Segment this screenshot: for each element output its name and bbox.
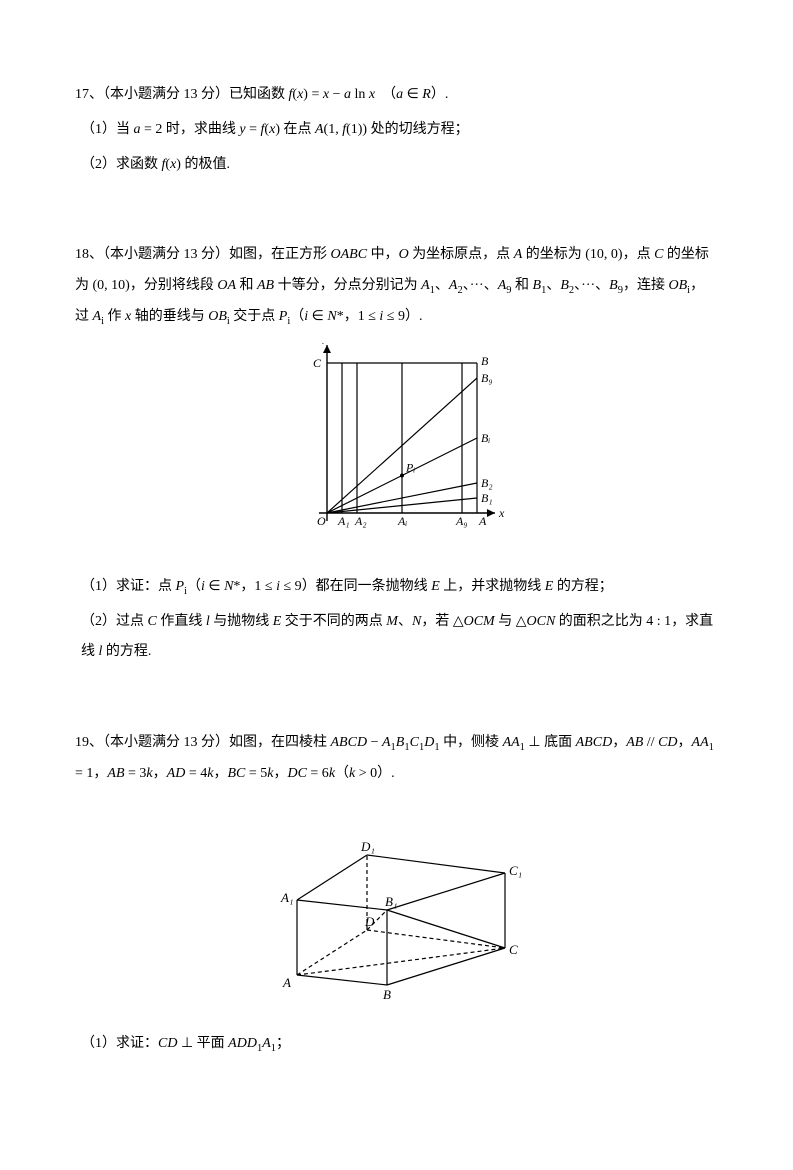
svg-text:A: A (282, 975, 291, 990)
problem-19-head: 19、（本小题满分 13 分）如图，在四棱柱 ABCD − A1B1C1D1 中… (75, 728, 718, 790)
problem-18-head: 18、（本小题满分 13 分）如图，在正方形 OABC 中，O 为坐标原点，点 … (75, 240, 718, 333)
problem-19: 19、（本小题满分 13 分）如图，在四棱柱 ABCD − A1B1C1D1 中… (75, 728, 718, 1059)
svg-text:B: B (481, 354, 489, 368)
p17-num: 17、（本小题满分 13 分） (75, 87, 229, 102)
svg-text:B₉: B₉ (481, 371, 493, 385)
svg-text:y: y (322, 343, 329, 344)
svg-text:A₁: A₁ (280, 890, 293, 905)
p17-sub1: （1）当 a = 2 时，求曲线 y = f(x) 在点 A(1, f(1)) … (81, 115, 718, 146)
problem-17: 17、（本小题满分 13 分）已知函数 f(x) = x − a ln x （a… (75, 80, 718, 180)
svg-text:A₂: A₂ (354, 514, 367, 528)
svg-text:C: C (313, 356, 322, 370)
svg-text:Aᵢ: Aᵢ (397, 514, 407, 528)
p18-sub2: （2）过点 C 作直线 l 与抛物线 E 交于不同的两点 M、N，若 △OCM … (81, 607, 718, 669)
svg-text:B: B (383, 987, 391, 1000)
svg-text:B₂: B₂ (481, 476, 493, 490)
p17-stmt: 已知函数 f(x) = x − a ln x （a ∈ R）. (229, 87, 448, 102)
svg-text:C₁: C₁ (509, 863, 522, 878)
svg-text:O: O (317, 514, 326, 528)
p19-sub1: （1）求证：CD ⊥ 平面 ADD1A1； (81, 1029, 718, 1060)
svg-text:x: x (498, 506, 505, 520)
svg-text:C: C (509, 942, 518, 957)
problem-17-head: 17、（本小题满分 13 分）已知函数 f(x) = x − a ln x （a… (75, 80, 718, 111)
p17-sub2: （2）求函数 f(x) 的极值. (81, 150, 718, 181)
svg-text:A: A (478, 514, 487, 528)
svg-text:Bᵢ: Bᵢ (481, 431, 490, 445)
svg-text:D₁: D₁ (360, 839, 375, 854)
p19-figure-wrap: A B C D A₁ B₁ C₁ D₁ (75, 800, 718, 1013)
p19-figure: A B C D A₁ B₁ C₁ D₁ (267, 800, 527, 1000)
svg-text:A₉: A₉ (455, 514, 468, 528)
problem-18: 18、（本小题满分 13 分）如图，在正方形 OABC 中，O 为坐标原点，点 … (75, 240, 718, 668)
p18-sub1: （1）求证：点 Pi（i ∈ N*，1 ≤ i ≤ 9）都在同一条抛物线 E 上… (81, 572, 718, 603)
p19-num: 19、（本小题满分 13 分） (75, 735, 229, 750)
p18-figure: O A B Cx y A₁ A₂ Aᵢ A₉ B₁B₂ Bᵢ B₉ Pᵢ (287, 343, 507, 543)
p18-num: 18、（本小题满分 13 分） (75, 247, 229, 262)
svg-text:A₁: A₁ (337, 514, 350, 528)
svg-text:D: D (364, 914, 375, 929)
svg-text:B₁: B₁ (481, 491, 493, 505)
p18-figure-wrap: O A B Cx y A₁ A₂ Aᵢ A₉ B₁B₂ Bᵢ B₉ Pᵢ (75, 343, 718, 556)
svg-text:B₁: B₁ (385, 894, 397, 909)
svg-text:Pᵢ: Pᵢ (405, 460, 415, 474)
